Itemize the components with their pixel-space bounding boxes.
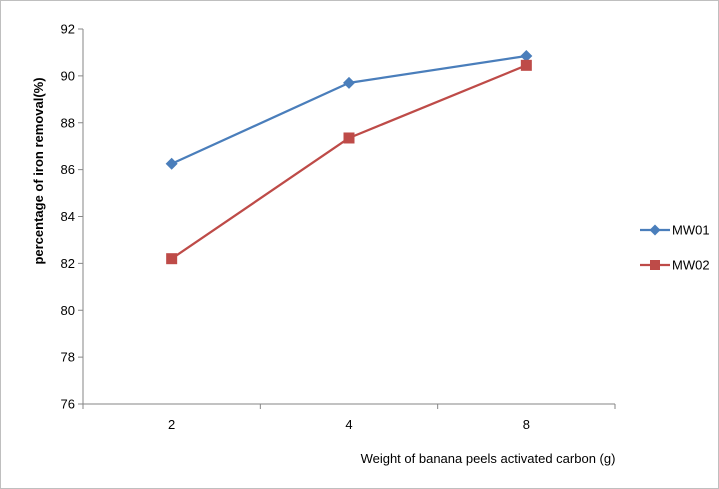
data-point-mw01: [520, 49, 533, 62]
data-point-mw01: [165, 157, 178, 170]
y-tick-label: 80: [61, 303, 75, 318]
series-layer: [165, 49, 533, 265]
y-tick-label: 86: [61, 162, 75, 177]
x-axis-title: Weight of banana peels activated carbon …: [361, 451, 616, 466]
legend-label-mw01: MW01: [672, 223, 710, 238]
y-tick-label: 82: [61, 256, 75, 271]
legend-marker-mw01: [649, 224, 661, 236]
legend: MW01 MW02: [640, 223, 710, 273]
y-tick-label: 88: [61, 115, 75, 130]
data-point-mw02: [343, 132, 355, 144]
y-tick-label: 76: [61, 397, 75, 412]
axes: 76 78 80 82 84 86 88 90 92 2 4 8: [61, 22, 616, 432]
x-tick-label: 8: [523, 417, 530, 432]
data-point-mw01: [343, 76, 355, 89]
data-point-mw02: [520, 59, 532, 71]
data-point-mw02: [166, 253, 178, 265]
legend-label-mw02: MW02: [672, 258, 710, 273]
y-tick-label: 90: [61, 68, 75, 83]
series-line-mw02: [171, 64, 527, 260]
y-axis-title: percentage of iron removal(%): [31, 77, 46, 264]
y-tick-label: 92: [61, 22, 75, 37]
x-tick-label: 2: [168, 417, 175, 432]
series-line-mw01: [171, 54, 527, 165]
y-tick-label: 84: [61, 209, 75, 224]
legend-marker-mw02: [650, 260, 660, 270]
x-tick-label: 4: [345, 417, 352, 432]
y-tick-label: 78: [61, 350, 75, 365]
